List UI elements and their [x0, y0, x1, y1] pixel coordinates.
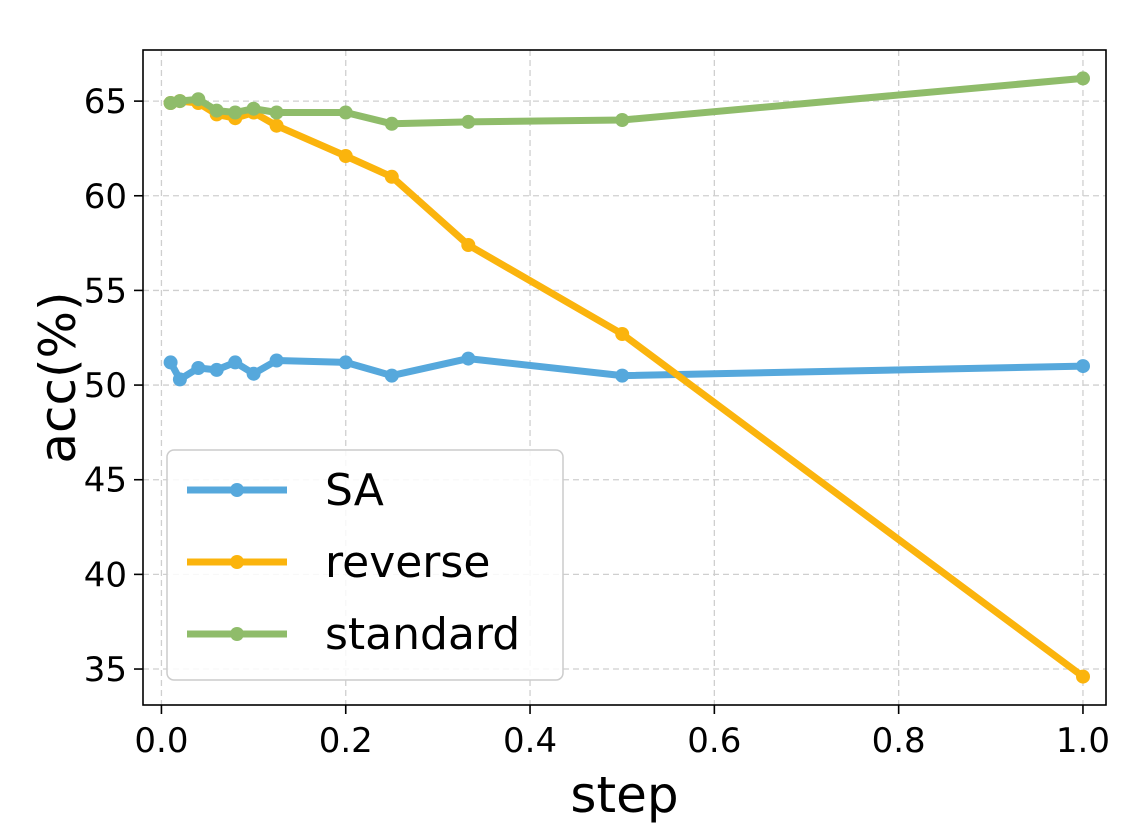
y-tick-label: 45 [84, 461, 127, 501]
data-point-standard [246, 101, 261, 116]
data-point-sa [191, 361, 206, 375]
legend-label: SA [325, 465, 384, 516]
data-point-sa [209, 362, 224, 377]
legend-item-sa: SA [187, 465, 384, 516]
y-tick-label: 50 [84, 366, 127, 406]
data-point-reverse [461, 238, 476, 252]
data-point-sa [615, 368, 630, 383]
data-point-standard [269, 105, 284, 120]
data-point-sa [246, 366, 261, 381]
data-point-reverse [1076, 669, 1090, 684]
legend-box [166, 449, 564, 681]
y-tick-label: 35 [84, 650, 127, 690]
x-tick-label: 0.0 [134, 721, 188, 761]
y-tick-label: 65 [84, 82, 127, 122]
data-point-sa [172, 372, 187, 387]
data-point-sa [1076, 359, 1090, 374]
y-tick-label: 40 [84, 555, 127, 595]
data-point-sa [384, 368, 399, 383]
data-point-standard [172, 94, 187, 109]
y-axis-label: acc(%) [29, 291, 87, 463]
data-point-sa [461, 351, 476, 366]
data-point-standard [228, 105, 243, 120]
data-point-standard [1076, 71, 1090, 86]
data-point-sa [338, 355, 353, 370]
legend-swatch-marker [230, 483, 244, 497]
plot-area-frame [142, 49, 1107, 706]
plot-series [163, 71, 1090, 684]
x-tick-label: 0.4 [503, 721, 557, 761]
x-tick-label: 0.6 [687, 721, 741, 761]
data-point-sa [269, 353, 284, 368]
x-tick-label: 0.8 [872, 721, 926, 761]
legend: SA reverse standard [166, 449, 564, 681]
series-sa [163, 351, 1090, 387]
x-tick-label: 1.0 [1056, 721, 1110, 761]
data-point-reverse [384, 169, 399, 184]
data-point-standard [615, 113, 630, 127]
legend-label: reverse [325, 537, 490, 588]
legend-swatch-marker [230, 555, 244, 569]
x-axis-label: step [570, 766, 678, 824]
data-point-sa [228, 355, 243, 370]
data-point-sa [163, 355, 178, 370]
series-standard [163, 71, 1090, 131]
y-tick-label: 55 [84, 271, 127, 311]
data-point-standard [209, 103, 224, 118]
legend-label: standard [325, 609, 520, 660]
data-point-standard [384, 116, 399, 131]
legend-swatch-marker [230, 627, 244, 641]
data-point-standard [338, 105, 353, 120]
legend-item-reverse: reverse [187, 537, 490, 588]
axis-ticks: 0.0 0.2 0.4 0.6 0.8 1.0 35 40 45 50 55 60 65 [84, 82, 1110, 761]
data-point-standard [461, 114, 476, 129]
data-point-reverse [338, 149, 353, 163]
data-point-reverse [269, 118, 284, 133]
data-point-reverse [615, 327, 630, 341]
legend-item-standard: standard [187, 609, 520, 660]
y-tick-label: 60 [84, 177, 127, 217]
x-tick-label: 0.2 [319, 721, 373, 761]
data-point-standard [191, 92, 206, 107]
